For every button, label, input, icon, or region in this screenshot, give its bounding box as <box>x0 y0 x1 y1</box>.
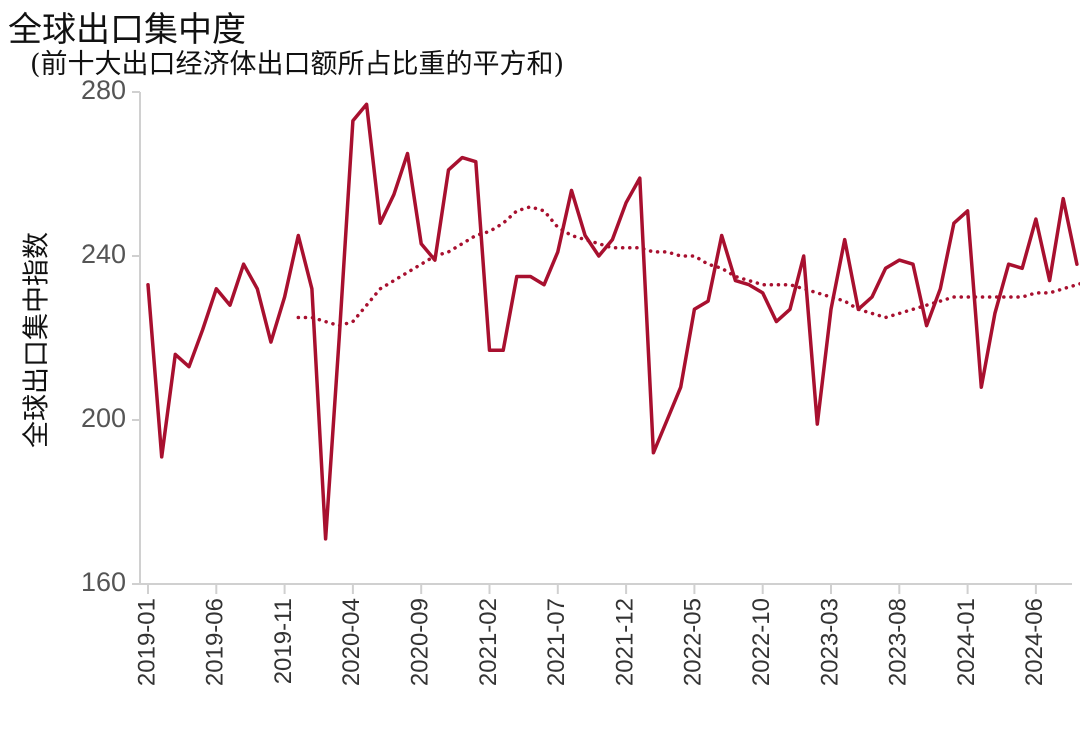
data-point <box>638 246 641 249</box>
chart-title: 全球出口集中度 <box>8 10 246 50</box>
x-tick-label: 2023-03 <box>816 598 843 686</box>
data-point <box>570 234 573 237</box>
y-axis-ticks: 160 200 240 280 <box>81 75 140 597</box>
y-tick-label: 280 <box>81 75 126 105</box>
data-point <box>720 267 723 270</box>
x-tick-label: 2021-02 <box>475 598 502 686</box>
x-tick-label: 2022-05 <box>680 598 707 686</box>
trend-line <box>296 205 1080 328</box>
x-tick-label: 2019-11 <box>270 598 297 684</box>
x-tick-label: 2021-07 <box>543 598 570 686</box>
chart-axes <box>139 92 1072 585</box>
x-tick-label: 2020-04 <box>338 598 365 686</box>
x-tick-label: 2019-01 <box>133 598 160 686</box>
data-point <box>1048 291 1051 294</box>
x-tick-label: 2022-10 <box>748 598 775 686</box>
y-tick-label: 240 <box>81 239 126 269</box>
y-tick-label: 160 <box>81 567 126 597</box>
x-tick-label: 2021-12 <box>611 598 638 686</box>
y-axis-label: 全球出口集中指数 <box>22 232 53 448</box>
series-line <box>146 102 1079 541</box>
data-point <box>625 246 628 249</box>
data-point <box>597 242 600 245</box>
y-tick-label: 200 <box>81 403 126 433</box>
x-tick-label: 2019-06 <box>202 598 229 686</box>
x-tick-label: 2023-08 <box>885 598 912 686</box>
x-tick-label: 2024-01 <box>953 598 980 686</box>
x-tick-label: 2020-09 <box>407 598 434 686</box>
x-axis-ticks: 2019-01 2019-06 2019-11 2020-04 2020-09 2021-… <box>133 584 1048 686</box>
data-point <box>488 230 491 233</box>
data-point <box>1075 283 1078 286</box>
chart-series-layer <box>146 102 1080 541</box>
chart-subtitle: (前十大出口经济体出口额所占比重的平方和) <box>30 49 565 80</box>
data-point <box>1062 287 1065 290</box>
x-tick-label: 2024-06 <box>1021 598 1048 686</box>
data-point <box>707 263 710 266</box>
data-point <box>611 246 614 249</box>
